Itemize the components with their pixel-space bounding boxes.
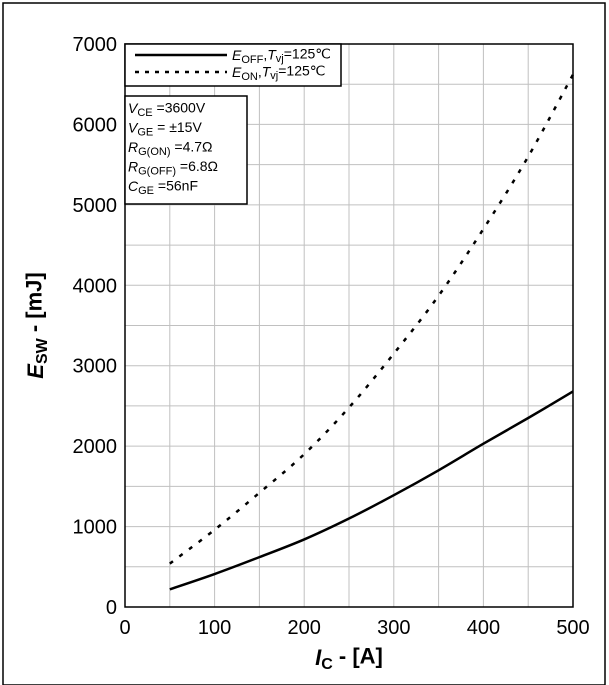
x-tick-label: 300 <box>377 617 410 639</box>
x-tick-label: 500 <box>556 617 589 639</box>
series-lines <box>169 73 575 591</box>
legend-label: EON,Tvj=125℃ <box>232 63 326 83</box>
y-tick-label: 7000 <box>73 34 118 56</box>
plot-frame <box>124 43 574 608</box>
series-line-eoff <box>169 390 574 591</box>
y-tick-label: 3000 <box>73 356 118 378</box>
tick-labels: 0 100 200 300 400 500010002000300040005000600… <box>73 34 590 639</box>
legend-box <box>124 43 342 87</box>
y-axis-title: ESW - [mJ] <box>22 272 52 378</box>
condition-line: CGE =56nF <box>128 177 198 197</box>
x-tick-label: 200 <box>288 617 321 639</box>
x-tick-label: 400 <box>467 617 500 639</box>
condition-line: RG(ON) =4.7Ω <box>128 138 213 158</box>
y-tick-label: 5000 <box>73 195 118 217</box>
x-tick-label: 0 <box>119 617 130 639</box>
axis-titles: IC - [A] ESW - [mJ] <box>22 272 383 673</box>
x-tick-label: 100 <box>198 617 231 639</box>
condition-line: RG(OFF) =6.8Ω <box>128 158 218 178</box>
legend-label: EOFF,Tvj=125℃ <box>232 46 331 66</box>
series-line-eon <box>169 73 575 565</box>
y-tick-label: 1000 <box>73 517 118 539</box>
condition-line: VGE = ±15V <box>128 119 202 139</box>
y-tick-label: 2000 <box>73 436 118 458</box>
conditions-frame <box>124 95 248 205</box>
y-tick-label: 6000 <box>73 114 118 136</box>
x-axis-title: IC - [A] <box>315 644 383 674</box>
y-tick-label: 4000 <box>73 275 118 297</box>
y-tick-label: 0 <box>106 597 117 619</box>
condition-line: VCE =3600V <box>128 99 206 119</box>
